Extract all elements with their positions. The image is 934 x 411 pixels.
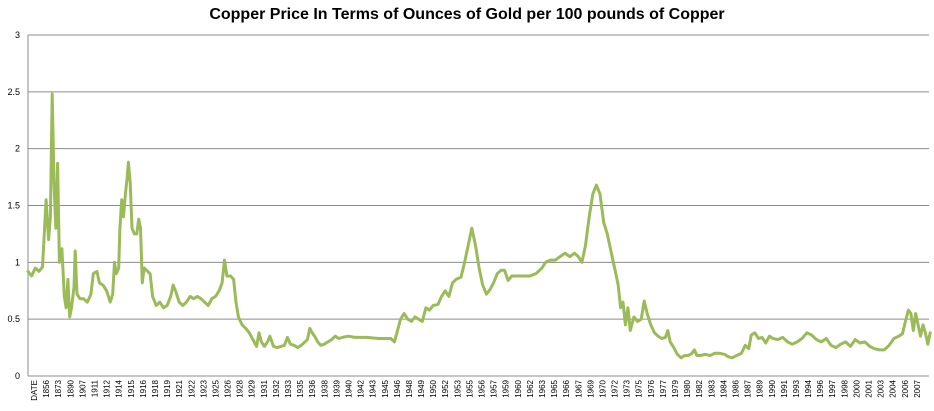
x-tick-label: 1856 (42, 379, 51, 397)
x-tick-label: 1929 (248, 379, 257, 397)
x-tick-label: 1976 (647, 379, 656, 397)
x-tick-label: 1912 (103, 379, 112, 397)
x-tick-label: 1949 (417, 379, 426, 397)
x-tick-label: 1963 (538, 379, 547, 397)
x-tick-label: 1936 (308, 379, 317, 397)
x-tick-label: 1932 (272, 379, 281, 397)
x-tick-label: 1950 (429, 379, 438, 397)
x-tick-label: 1991 (780, 379, 789, 397)
x-tick-label: 1994 (804, 379, 813, 397)
x-tick-label: 1873 (54, 379, 63, 397)
x-tick-label: 1998 (840, 379, 849, 397)
x-tick-label: 1946 (393, 379, 402, 397)
x-tick-label: 1965 (550, 379, 559, 397)
x-tick-label: 1942 (357, 379, 366, 397)
x-tick-label: 1918 (151, 379, 160, 397)
x-tick-label: 1979 (671, 379, 680, 397)
x-tick-label: 1935 (296, 379, 305, 397)
x-tick-label: 1969 (586, 379, 595, 397)
x-tick-label: 1922 (187, 379, 196, 397)
x-tick-label: 1938 (320, 379, 329, 397)
x-tick-label: 1921 (175, 379, 184, 397)
y-tick-label: 2.5 (7, 87, 20, 97)
x-tick-label: 1914 (115, 379, 124, 397)
x-tick-label: 1945 (381, 379, 390, 397)
x-tick-label: 1925 (211, 379, 220, 397)
x-tick-label: 1907 (78, 379, 87, 397)
x-tick-label: 1919 (163, 379, 172, 397)
x-tick-label: 1960 (514, 379, 523, 397)
x-tick-label: 1975 (635, 379, 644, 397)
x-tick-label: 2004 (889, 379, 898, 397)
x-tick-label: 1980 (683, 379, 692, 397)
x-tick-label: 1996 (816, 379, 825, 397)
x-tick-label: 1923 (199, 379, 208, 397)
x-tick-label: 1983 (707, 379, 716, 397)
x-tick-label: 1982 (695, 379, 704, 397)
x-tick-label: 2003 (877, 379, 886, 397)
x-tick-label: 1966 (562, 379, 571, 397)
x-tick-label: 1926 (224, 379, 233, 397)
x-tick-label: 2006 (901, 379, 910, 397)
x-tick-label: 1970 (598, 379, 607, 397)
y-tick-label: 2 (15, 144, 20, 154)
x-tick-label: 2007 (913, 379, 922, 397)
x-tick-label: 2000 (852, 379, 861, 397)
x-tick-label: 1973 (623, 379, 632, 397)
x-tick-label: 1952 (441, 379, 450, 397)
x-tick-label: 1953 (453, 379, 462, 397)
x-tick-label: 1955 (465, 379, 474, 397)
x-tick-label: 1962 (526, 379, 535, 397)
x-tick-label: 1948 (405, 379, 414, 397)
chart-title: Copper Price In Terms of Ounces of Gold … (209, 6, 725, 23)
x-tick-label: 1986 (731, 379, 740, 397)
x-tick-label: 1915 (127, 379, 136, 397)
x-tick-label: 1940 (344, 379, 353, 397)
x-tick-label: 1911 (91, 379, 100, 397)
x-tick-label: 1939 (332, 379, 341, 397)
x-tick-label: 1933 (284, 379, 293, 397)
x-tick-label: 1977 (659, 379, 668, 397)
x-tick-label: 1972 (611, 379, 620, 397)
x-tick-label: 1967 (574, 379, 583, 397)
x-tick-label: 1890 (66, 379, 75, 397)
x-tick-label: 1957 (490, 379, 499, 397)
x-tick-label: 1989 (756, 379, 765, 397)
x-tick-label: DATE (30, 380, 39, 401)
x-tick-label: 1959 (502, 379, 511, 397)
x-tick-label: 1990 (768, 379, 777, 397)
x-tick-label: 1916 (139, 379, 148, 397)
x-tick-label: 1943 (369, 379, 378, 397)
x-tick-label: 1987 (744, 379, 753, 397)
x-tick-label: 1931 (260, 379, 269, 397)
x-tick-label: 2001 (865, 379, 874, 397)
x-tick-label: 1984 (719, 379, 728, 397)
x-tick-label: 1928 (236, 379, 245, 397)
y-tick-label: 1 (15, 257, 20, 267)
y-tick-label: 1.5 (7, 201, 20, 211)
x-tick-label: 1956 (478, 379, 487, 397)
x-tick-label: 1997 (828, 379, 837, 397)
x-tick-label: 1993 (792, 379, 801, 397)
y-tick-label: 0.5 (7, 314, 20, 324)
y-tick-label: 0 (15, 371, 20, 381)
series-line (26, 92, 932, 360)
y-tick-label: 3 (15, 30, 20, 40)
